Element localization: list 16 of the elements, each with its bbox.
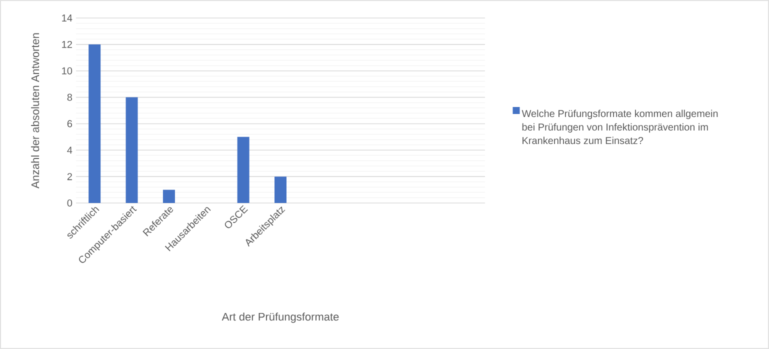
bar: [274, 176, 286, 203]
bar: [126, 97, 138, 203]
bar: [237, 136, 250, 203]
y-tick-label: 8: [67, 94, 72, 101]
bar: [162, 190, 175, 203]
bar: [88, 44, 101, 203]
y-tick-label: 0: [67, 199, 72, 207]
x-axis-title: Art der Prüfungsformate: [222, 312, 339, 323]
y-tick-label: 10: [62, 67, 72, 74]
y-tick-label: 4: [67, 146, 72, 154]
y-tick-label: 2: [67, 173, 72, 180]
y-axis-title: Anzahl der absoluten Antworten: [31, 33, 40, 188]
y-tick-label: 6: [67, 120, 72, 128]
y-tick-label: 14: [62, 14, 72, 22]
y-tick-label: 12: [62, 40, 72, 48]
legend-label: Welche Prüfungsformate kommen allgemein bei Prüfungen von Infektionsprävention im Krankenhaus zum Einsatz?: [522, 110, 718, 144]
